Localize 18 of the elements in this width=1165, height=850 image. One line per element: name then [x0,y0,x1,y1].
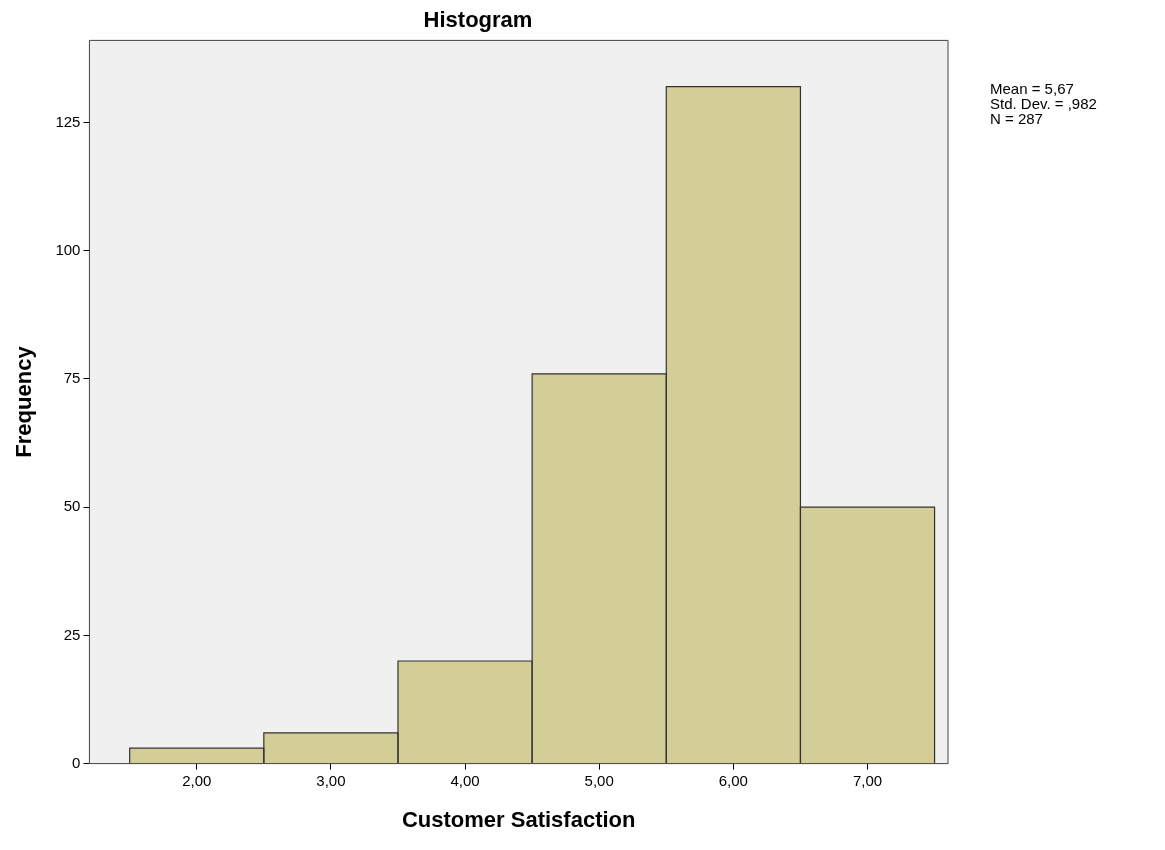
y-tick-label: 75 [63,369,81,387]
x-axis-title: Customer Satisfaction [401,806,636,832]
y-tick-label: 50 [63,497,81,515]
x-tick-label: 2,00 [182,771,212,789]
x-tick-label: 6,00 [718,771,748,789]
x-tick-label: 7,00 [852,771,883,789]
y-tick-label: 125 [55,112,81,130]
y-tick-label: 0 [72,753,81,771]
y-tick-label: 100 [55,240,81,258]
text: Mean = 5,67 [990,80,1074,98]
y-tick-label: 25 [63,625,81,643]
y-axis-title: Frequency [11,345,37,458]
x-tick-label: 5,00 [584,771,614,789]
chart-title: Histogram [423,7,533,33]
text: Std. Dev. = ,982 [990,95,1097,113]
x-tick-label: 3,00 [316,771,346,789]
x-tick-label: 4,00 [450,771,480,789]
text: N = 287 [990,110,1043,128]
